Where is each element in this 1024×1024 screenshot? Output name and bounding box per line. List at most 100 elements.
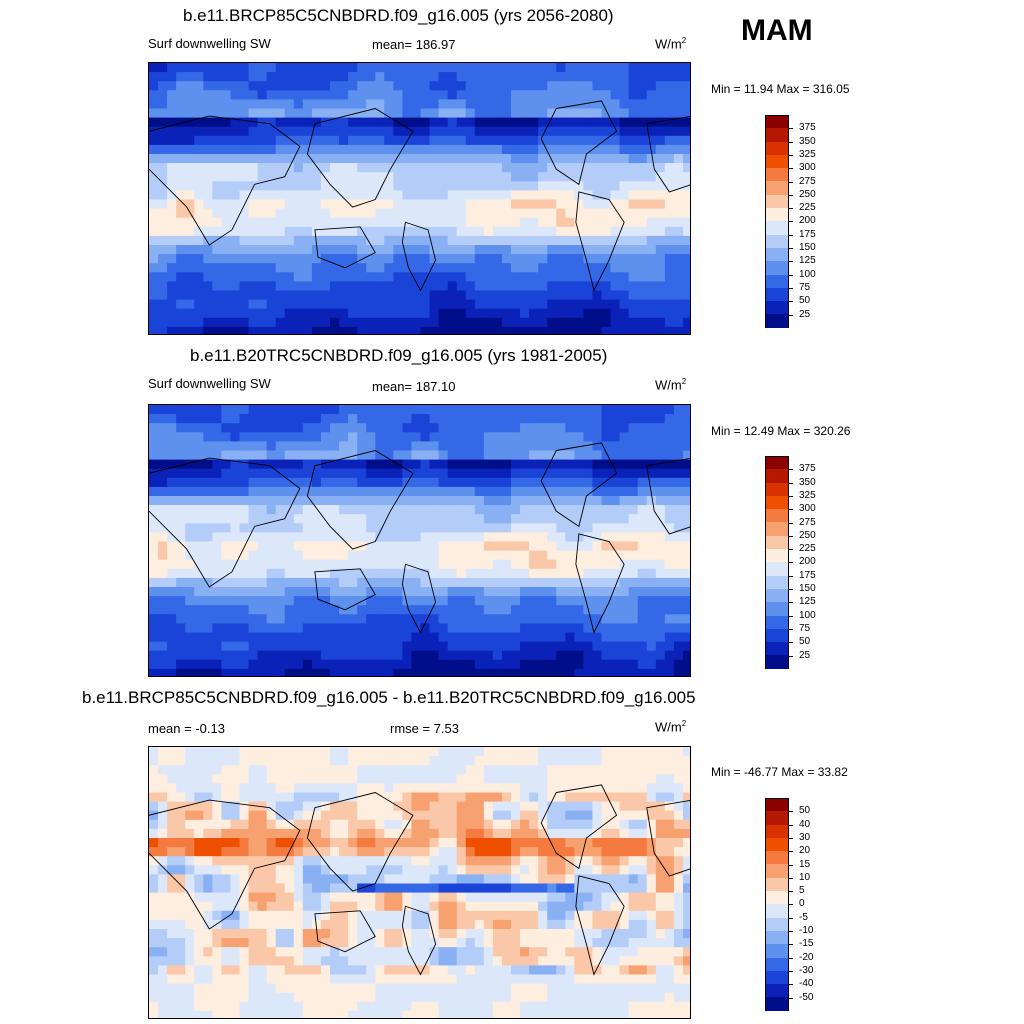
panel-1-mean-label: mean= 186.97 bbox=[372, 37, 456, 52]
panel-3-map-field bbox=[149, 747, 690, 1018]
colorbar-level-label: 125 bbox=[799, 596, 816, 608]
colorbar-tick bbox=[789, 575, 793, 577]
colorbar-tick bbox=[789, 234, 793, 236]
colorbar-level-label: 375 bbox=[799, 463, 816, 475]
colorbar-level-label: 25 bbox=[799, 308, 811, 320]
colorbar-level-label: 200 bbox=[799, 215, 816, 227]
colorbar-tick bbox=[789, 931, 793, 932]
colorbar-swatch bbox=[765, 274, 789, 288]
panel-1-map bbox=[148, 62, 691, 335]
colorbar-tick bbox=[789, 221, 793, 223]
colorbar-swatch bbox=[765, 261, 789, 275]
colorbar-swatch bbox=[765, 917, 789, 931]
panel-2-title: b.e11.B20TRC5CNBDRD.f09_g16.005 (yrs 198… bbox=[190, 346, 608, 365]
colorbar-swatch bbox=[765, 549, 789, 563]
colorbar-swatch bbox=[765, 824, 789, 838]
colorbar-level-label: 30 bbox=[799, 831, 811, 843]
colorbar-swatch bbox=[765, 837, 789, 852]
colorbar-swatch bbox=[765, 984, 789, 998]
colorbar-tick bbox=[789, 261, 793, 263]
colorbar-tick bbox=[789, 495, 793, 497]
colorbar-swatch bbox=[765, 287, 789, 302]
colorbar-tick bbox=[789, 314, 793, 316]
colorbar-level-label: 100 bbox=[799, 268, 816, 280]
colorbar-tick bbox=[789, 997, 793, 999]
colorbar-tick bbox=[789, 984, 793, 986]
colorbar-level-label: 25 bbox=[799, 649, 811, 661]
panel-3-minmax: Min = -46.77 Max = 33.82 bbox=[711, 765, 848, 779]
colorbar-swatch bbox=[765, 628, 789, 643]
panel-1-variable-label: Surf downwelling SW bbox=[148, 36, 271, 51]
colorbar-level-label: 50 bbox=[799, 295, 811, 307]
colorbar-tick bbox=[789, 549, 793, 551]
colorbar-tick bbox=[789, 628, 793, 630]
colorbar-tick bbox=[789, 824, 793, 826]
colorbar-tick bbox=[789, 522, 793, 524]
colorbar-tick bbox=[789, 154, 793, 156]
colorbar-level-label: 150 bbox=[799, 583, 816, 594]
colorbar-level-label: 350 bbox=[799, 476, 816, 488]
panel-2-mean-label: mean= 187.10 bbox=[372, 379, 456, 394]
colorbar-swatch bbox=[765, 798, 789, 812]
colorbar-tick bbox=[789, 864, 793, 866]
colorbar-tick bbox=[789, 168, 793, 170]
colorbar-level-label: 40 bbox=[799, 818, 811, 830]
colorbar-swatch bbox=[765, 301, 789, 315]
colorbar-swatch bbox=[765, 221, 789, 235]
colorbar-tick bbox=[789, 970, 793, 972]
colorbar-swatch bbox=[765, 141, 789, 155]
colorbar-tick bbox=[789, 141, 793, 143]
colorbar-level-label: -30 bbox=[799, 964, 814, 976]
colorbar-tick bbox=[789, 891, 793, 893]
colorbar-tick bbox=[789, 469, 793, 471]
colorbar-swatch bbox=[765, 482, 789, 496]
colorbar-swatch bbox=[765, 642, 789, 656]
colorbar-tick bbox=[789, 944, 793, 946]
colorbar-tick bbox=[789, 248, 793, 249]
colorbar-level-label: 15 bbox=[799, 858, 811, 870]
colorbar-level-label: 175 bbox=[799, 228, 816, 240]
colorbar-swatch bbox=[765, 154, 789, 169]
colorbar-swatch bbox=[765, 181, 789, 195]
colorbar-tick bbox=[789, 851, 793, 853]
colorbar-swatch bbox=[765, 602, 789, 616]
panel-3-title: b.e11.BRCP85C5CNBDRD.f09_g16.005 - b.e11… bbox=[82, 688, 696, 707]
colorbar-tick bbox=[789, 301, 793, 303]
colorbar-level-label: -10 bbox=[799, 925, 814, 936]
colorbar-level-label: 275 bbox=[799, 516, 816, 528]
panel-3-map bbox=[148, 746, 691, 1019]
colorbar-tick bbox=[789, 589, 793, 590]
panel-2-variable-label: Surf downwelling SW bbox=[148, 376, 271, 391]
colorbar-swatch bbox=[765, 615, 789, 629]
colorbar-level-label: 175 bbox=[799, 569, 816, 581]
colorbar-level-label: 75 bbox=[799, 622, 811, 634]
colorbar-level-label: -5 bbox=[799, 911, 808, 923]
colorbar-swatch bbox=[765, 970, 789, 985]
colorbar-level-label: -40 bbox=[799, 978, 814, 990]
colorbar-swatch bbox=[765, 904, 789, 918]
colorbar-tick bbox=[789, 837, 793, 839]
colorbar-level-label: 325 bbox=[799, 148, 816, 160]
colorbar-swatch bbox=[765, 575, 789, 589]
colorbar-tick bbox=[789, 917, 793, 919]
colorbar-swatch bbox=[765, 562, 789, 576]
colorbar-swatch bbox=[765, 247, 789, 262]
panel-3-units: W/m2 bbox=[655, 719, 687, 735]
colorbar-tick bbox=[789, 655, 793, 657]
colorbar-level-label: 225 bbox=[799, 202, 816, 214]
panel-1-title: b.e11.BRCP85C5CNBDRD.f09_g16.005 (yrs 20… bbox=[183, 6, 614, 25]
colorbar-swatch bbox=[765, 997, 789, 1011]
colorbar-swatch bbox=[765, 234, 789, 248]
season-label: MAM bbox=[741, 14, 813, 47]
colorbar-level-label: 200 bbox=[799, 556, 816, 568]
colorbar-level-label: -50 bbox=[799, 991, 814, 1003]
colorbar-tick bbox=[789, 877, 793, 879]
colorbar-swatch bbox=[765, 456, 789, 470]
colorbar-tick bbox=[789, 181, 793, 183]
colorbar-level-label: 300 bbox=[799, 162, 816, 174]
colorbar-level-label: 350 bbox=[799, 135, 816, 147]
colorbar-tick bbox=[789, 535, 793, 537]
colorbar-level-label: 250 bbox=[799, 188, 816, 200]
colorbar-swatch bbox=[765, 957, 789, 971]
colorbar-level-label: 0 bbox=[799, 898, 805, 910]
